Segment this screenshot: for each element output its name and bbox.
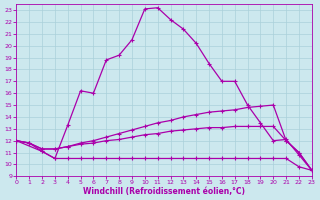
X-axis label: Windchill (Refroidissement éolien,°C): Windchill (Refroidissement éolien,°C) [83, 187, 245, 196]
